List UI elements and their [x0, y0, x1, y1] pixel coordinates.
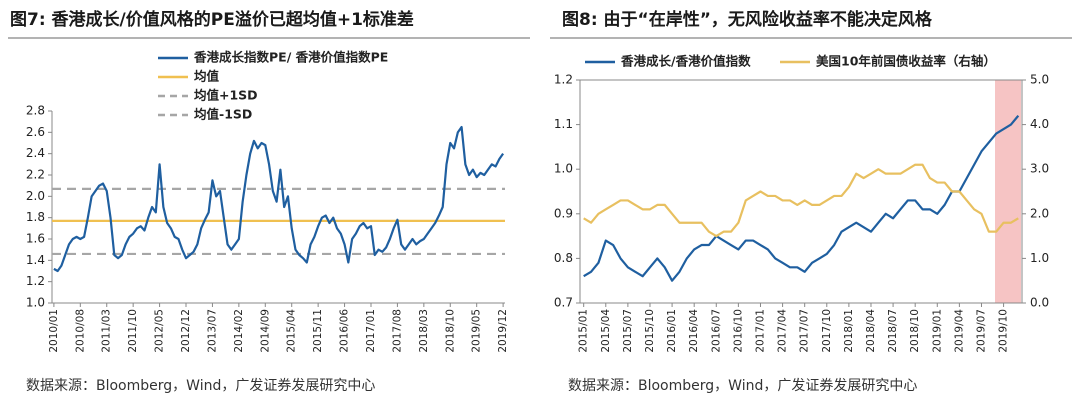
x-tick-label: 2012/05: [154, 309, 166, 353]
x-tick-label: 2019/10: [998, 309, 1010, 353]
y2-tick-label: 3.0: [1030, 162, 1049, 176]
x-tick-label: 2011/10: [127, 309, 139, 353]
x-tick-label: 2013/07: [206, 309, 218, 353]
x-tick-label: 2017/10: [821, 309, 833, 353]
x-tick-label: 2016/01: [666, 309, 678, 353]
y-tick-label: 1.0: [554, 162, 573, 176]
x-tick-label: 2019/04: [953, 309, 965, 353]
x-tick-label: 2017/01: [754, 309, 766, 353]
x-tick-label: 2017/07: [799, 309, 811, 353]
x-tick-label: 2018/10: [444, 309, 456, 353]
series-line: [583, 114, 1020, 282]
x-tick-label: 2017/08: [391, 309, 403, 353]
y-tick-label: 1.6: [26, 232, 45, 246]
legend-label: 均值: [194, 69, 220, 84]
y-tick-label: 2.8: [26, 104, 45, 118]
series-line: [583, 163, 1019, 238]
legend-label: 均值-1SD: [194, 107, 252, 122]
x-tick-label: 2018/03: [418, 309, 430, 353]
x-tick-label: 2016/06: [339, 309, 351, 353]
x-tick-label: 2014/02: [233, 309, 245, 353]
chart-title: 图7: 香港成长/价值风格的PE溢价已超均值+1标准差: [10, 9, 414, 30]
y-tick-label: 2.6: [26, 125, 45, 139]
y-tick-label: 0.9: [554, 206, 573, 220]
source-note: 数据来源：Bloomberg，Wind，广发证券发展研究中心: [26, 378, 375, 394]
x-tick-label: 2015/07: [622, 309, 634, 353]
x-tick-label: 2015/11: [312, 309, 324, 353]
y-tick-label: 2.0: [26, 189, 45, 203]
y2-tick-label: 4.0: [1030, 117, 1049, 131]
y2-tick-label: 1.0: [1030, 251, 1049, 265]
legend-label: 美国10年前国债收益率（右轴）: [816, 54, 996, 69]
y-tick-label: 0.7: [554, 296, 573, 310]
x-tick-label: 2015/04: [600, 309, 612, 353]
x-tick-label: 2010/08: [74, 309, 86, 353]
y2-tick-label: 2.0: [1030, 206, 1049, 220]
series-line: [53, 125, 505, 273]
legend-label: 香港成长/香港价值指数: [620, 54, 751, 69]
y-tick-label: 1.0: [26, 296, 45, 310]
y-tick-label: 0.8: [554, 251, 573, 265]
y-tick-label: 1.8: [26, 210, 45, 224]
x-tick-label: 2018/07: [887, 309, 899, 353]
x-tick-label: 2016/04: [688, 309, 700, 353]
x-tick-label: 2019/12: [497, 309, 509, 353]
y-tick-label: 1.1: [554, 117, 573, 131]
x-tick-label: 2010/01: [48, 309, 60, 353]
y-tick-label: 2.2: [26, 168, 45, 182]
x-tick-label: 2014/09: [259, 309, 271, 353]
source-note: 数据来源：Bloomberg，Wind，广发证券发展研究中心: [568, 378, 917, 394]
x-tick-label: 2017/04: [777, 309, 789, 353]
x-tick-label: 2015/04: [286, 309, 298, 353]
x-tick-label: 2015/10: [644, 309, 656, 353]
x-tick-label: 2017/01: [365, 309, 377, 353]
x-tick-label: 2018/04: [865, 309, 877, 353]
x-tick-label: 2015/01: [578, 309, 590, 353]
x-tick-label: 2011/03: [101, 309, 113, 353]
x-tick-label: 2018/10: [909, 309, 921, 353]
x-tick-label: 2012/12: [180, 309, 192, 353]
chart-title: 图8: 由于“在岸性”，无风险收益率不能决定风格: [562, 9, 933, 30]
y2-tick-label: 5.0: [1030, 73, 1049, 87]
y-tick-label: 1.4: [26, 253, 45, 267]
x-tick-label: 2018/01: [843, 309, 855, 353]
y2-tick-label: 0.0: [1030, 296, 1049, 310]
x-tick-label: 2019/05: [471, 309, 483, 353]
x-tick-label: 2016/10: [732, 309, 744, 353]
legend-label: 均值+1SD: [194, 88, 258, 103]
y-tick-label: 2.4: [26, 146, 45, 160]
x-tick-label: 2019/07: [975, 309, 987, 353]
x-tick-label: 2019/01: [931, 309, 943, 353]
y-tick-label: 1.2: [554, 73, 573, 87]
highlight-period: [995, 80, 1021, 303]
y-tick-label: 1.2: [26, 274, 45, 288]
x-tick-label: 2016/07: [710, 309, 722, 353]
legend-label: 香港成长指数PE/ 香港价值指数PE: [193, 50, 388, 65]
